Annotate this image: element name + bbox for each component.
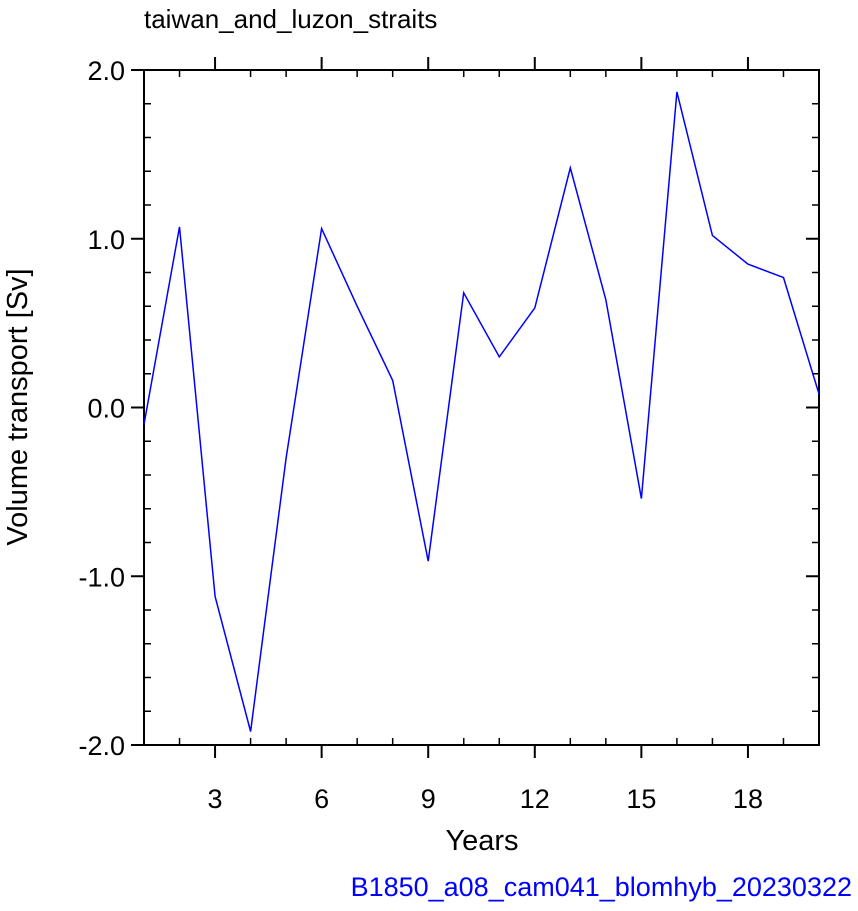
plot-border: [143, 69, 820, 746]
x-tick-labels: 3 6 9 12 15 18: [208, 784, 763, 814]
series-line: [143, 91, 820, 732]
x-tick-label: 15: [626, 784, 656, 814]
y-tick-label: 0.0: [87, 394, 125, 424]
y-tick-label: -1.0: [78, 562, 125, 592]
series-lines: [143, 91, 820, 732]
case-name-footer: B1850_a08_cam041_blomhyb_20230322: [351, 872, 852, 902]
chart-title: taiwan_and_luzon_straits: [144, 4, 437, 34]
y-axis-label: Volume transport [Sv]: [2, 268, 34, 545]
y-tick-label: -2.0: [78, 731, 125, 761]
y-tick-labels: -2.0 -1.0 0.0 1.0 2.0: [78, 56, 125, 761]
y-tick-label: 1.0: [87, 225, 125, 255]
x-tick-label: 3: [208, 784, 223, 814]
x-tick-label: 6: [314, 784, 329, 814]
tick-marks: [131, 57, 820, 758]
x-axis-label: Years: [445, 825, 518, 857]
x-tick-label: 12: [520, 784, 550, 814]
x-tick-label: 9: [421, 784, 436, 814]
plot-frame: [143, 69, 820, 746]
y-tick-label: 2.0: [87, 56, 125, 86]
x-tick-label: 18: [733, 784, 763, 814]
